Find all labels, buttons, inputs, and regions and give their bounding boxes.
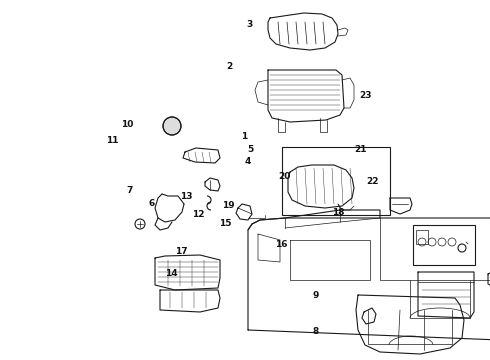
Text: 11: 11 — [106, 136, 119, 145]
Text: 8: 8 — [313, 327, 319, 336]
Text: 6: 6 — [149, 199, 155, 208]
Text: 2: 2 — [226, 62, 232, 71]
Text: 1: 1 — [241, 132, 247, 141]
Text: 3: 3 — [247, 20, 253, 29]
Text: 12: 12 — [192, 210, 205, 219]
Text: 14: 14 — [165, 269, 178, 278]
Text: 7: 7 — [126, 186, 133, 195]
Bar — [282, 147, 390, 215]
Text: 4: 4 — [244, 157, 251, 166]
Circle shape — [163, 117, 181, 135]
Text: 13: 13 — [180, 192, 193, 201]
Text: 10: 10 — [121, 120, 134, 129]
Text: 9: 9 — [313, 291, 319, 300]
Text: 20: 20 — [278, 172, 291, 181]
Bar — [416, 230, 428, 244]
Text: 16: 16 — [275, 240, 288, 249]
Text: 22: 22 — [366, 177, 379, 186]
Bar — [413, 225, 475, 265]
Text: 5: 5 — [247, 145, 253, 154]
Text: 23: 23 — [359, 91, 371, 100]
Text: 19: 19 — [221, 201, 234, 210]
Text: 17: 17 — [175, 248, 188, 256]
Text: 18: 18 — [332, 208, 344, 217]
Text: 15: 15 — [219, 219, 232, 228]
Text: 21: 21 — [354, 145, 367, 154]
